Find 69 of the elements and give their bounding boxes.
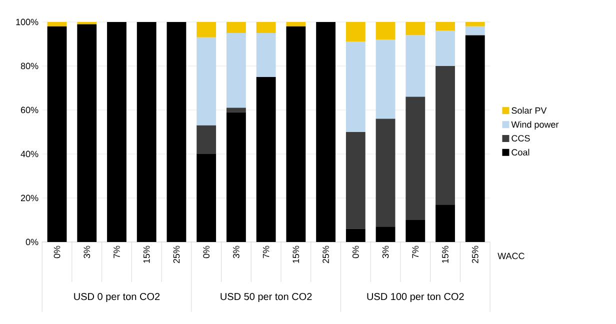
bar (376, 40, 396, 119)
y-tick-label: 100% (16, 18, 38, 26)
y-tick-label: 80% (20, 62, 38, 70)
x-tick-label: 3% (233, 246, 240, 258)
bar (47, 22, 67, 26)
bar (196, 125, 216, 154)
x-tick-label: 0% (352, 246, 359, 258)
bar (376, 22, 396, 40)
x-tick-label: 25% (322, 246, 329, 264)
bar (196, 37, 216, 126)
x-tick-label: 7% (262, 246, 270, 258)
bar (406, 96, 426, 220)
bar (286, 22, 306, 26)
x-tick-label: 3% (84, 246, 90, 258)
x-tick-label: 15% (143, 246, 150, 263)
legend-label: Coal (512, 148, 530, 156)
bar (376, 226, 396, 242)
legend-label: Wind power (511, 121, 559, 130)
bar (226, 32, 246, 108)
bar (376, 118, 396, 227)
bar (196, 154, 216, 242)
bar (406, 35, 426, 97)
bar (47, 26, 67, 242)
x-tick-label: 0% (54, 246, 60, 258)
bar (226, 22, 246, 33)
x-tick-label: 25% (472, 246, 478, 264)
x-tick-label: 3% (382, 246, 389, 258)
bar (406, 220, 426, 242)
bar (107, 22, 126, 242)
bar (346, 228, 366, 242)
bar (346, 132, 366, 229)
y-tick-label: 0% (26, 238, 38, 246)
bar (465, 22, 485, 26)
bar (436, 22, 455, 31)
text: USD 50 per ton CO2 (220, 293, 312, 302)
bar (346, 22, 366, 42)
x-axis-title: WACC (498, 252, 524, 260)
bar (226, 108, 246, 112)
y-tick-label: 20% (20, 194, 38, 202)
y-tick-label: 40% (20, 150, 38, 158)
bar (316, 22, 336, 242)
bar (465, 35, 485, 242)
x-tick-label: 0% (203, 246, 210, 258)
bar (196, 22, 216, 38)
y-tick-label: 60% (20, 106, 38, 114)
x-tick-label: 15% (292, 246, 300, 263)
bar (256, 22, 276, 33)
bar (256, 76, 276, 242)
x-tick-label: 25% (173, 246, 180, 264)
bar (136, 22, 156, 242)
text: USD 100 per ton CO2 (367, 293, 464, 302)
bar (346, 42, 366, 132)
bar (406, 22, 426, 36)
legend-label: CCS (512, 135, 530, 142)
bar (465, 26, 485, 36)
x-tick-label: 15% (442, 246, 448, 263)
legend-label: Solar PV (512, 107, 547, 114)
text: USD 0 per ton CO2 (74, 293, 160, 302)
bar (77, 24, 97, 242)
x-tick-label: 7% (114, 246, 120, 258)
bar (77, 22, 97, 24)
bar (436, 30, 455, 66)
x-tick-label: 7% (412, 246, 419, 258)
bar (226, 112, 246, 242)
bar (256, 32, 276, 77)
bar (436, 204, 455, 242)
bar (286, 26, 306, 242)
bar (166, 22, 186, 242)
bar (436, 66, 455, 205)
